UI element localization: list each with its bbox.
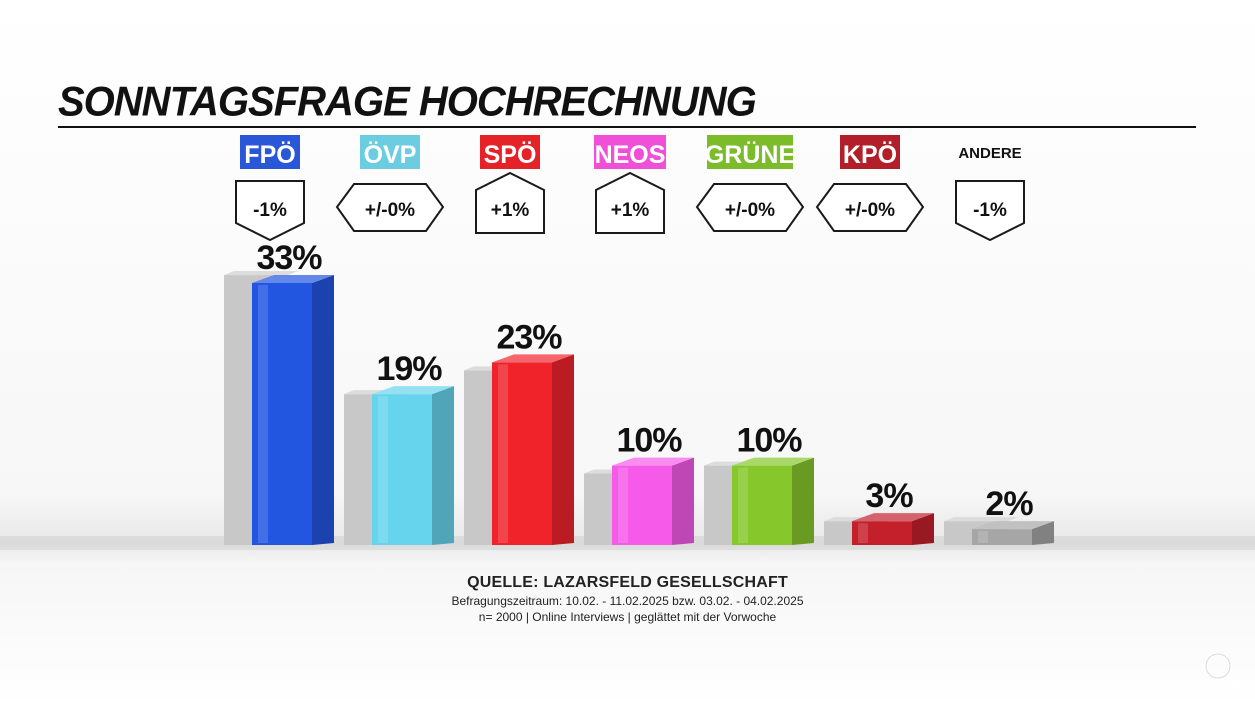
party-label-4: GRÜNE bbox=[705, 140, 795, 169]
search-icon[interactable] bbox=[1202, 650, 1242, 690]
bar-highlight-6 bbox=[978, 531, 988, 543]
bar-highlight-2 bbox=[498, 364, 508, 543]
source-period: Befragungszeitraum: 10.02. - 11.02.2025 … bbox=[451, 594, 804, 608]
party-label-3: NEOS bbox=[595, 141, 666, 169]
value-label-0: 33% bbox=[256, 239, 322, 277]
value-label-4: 10% bbox=[736, 422, 802, 460]
party-label-bg-1 bbox=[360, 135, 420, 169]
party-label-bg-2 bbox=[480, 135, 540, 169]
value-label-3: 10% bbox=[616, 422, 682, 460]
bar-side-5 bbox=[912, 513, 934, 545]
bar-highlight-4 bbox=[738, 467, 748, 543]
source-title: QUELLE: LAZARSFELD GESELLSCHAFT bbox=[467, 574, 788, 591]
party-label-bg-4 bbox=[707, 135, 793, 169]
title-rule bbox=[58, 126, 1196, 128]
source-sample: n= 2000 | Online Interviews | geglättet … bbox=[478, 610, 777, 624]
value-label-6: 2% bbox=[985, 485, 1033, 523]
value-label-2: 23% bbox=[496, 318, 562, 356]
change-label-4: +/-0% bbox=[725, 200, 775, 221]
bar-side-2 bbox=[552, 354, 574, 545]
bar-highlight-5 bbox=[858, 523, 868, 543]
change-label-0: -1% bbox=[253, 200, 287, 221]
change-label-6: -1% bbox=[973, 200, 1007, 221]
change-label-2: +1% bbox=[491, 200, 530, 221]
source-block: QUELLE: LAZARSFELD GESELLSCHAFT Befragun… bbox=[0, 574, 1255, 624]
value-label-1: 19% bbox=[376, 350, 442, 388]
bar-highlight-1 bbox=[378, 396, 388, 543]
chart-title: SONNTAGSFRAGE HOCHRECHNUNG bbox=[58, 78, 757, 126]
change-label-1: +/-0% bbox=[365, 200, 415, 221]
previous-bar-top-6 bbox=[944, 517, 1018, 522]
change-badge-2 bbox=[475, 171, 545, 234]
previous-bar-top-0 bbox=[224, 271, 298, 276]
party-label-1: ÖVP bbox=[364, 140, 417, 169]
bar-top-1 bbox=[372, 386, 454, 395]
party-label-bg-5 bbox=[840, 135, 900, 169]
party-label-2: SPÖ bbox=[484, 140, 537, 169]
change-badge-4 bbox=[695, 183, 805, 232]
bar-top-4 bbox=[732, 457, 814, 466]
change-label-5: +/-0% bbox=[845, 200, 895, 221]
party-label-bg-0 bbox=[240, 135, 300, 169]
party-label-6: ANDERE bbox=[958, 145, 1021, 162]
party-label-0: FPÖ bbox=[244, 140, 295, 169]
bar-side-3 bbox=[672, 457, 694, 545]
party-label-5: KPÖ bbox=[843, 140, 897, 169]
bar-top-0 bbox=[252, 275, 334, 283]
bar-side-1 bbox=[432, 386, 454, 545]
party-label-bg-3 bbox=[594, 135, 666, 169]
bar-side-0 bbox=[312, 275, 334, 545]
change-badge-3 bbox=[595, 171, 665, 234]
bar-highlight-3 bbox=[618, 467, 628, 543]
change-badge-5 bbox=[815, 183, 925, 232]
value-label-5: 3% bbox=[865, 477, 913, 515]
bar-highlight-0 bbox=[258, 285, 268, 543]
bar-top-3 bbox=[612, 457, 694, 466]
bar-top-5 bbox=[852, 513, 934, 522]
change-badge-1 bbox=[335, 183, 445, 232]
change-badge-0 bbox=[235, 180, 305, 242]
change-label-3: +1% bbox=[611, 200, 650, 221]
bar-side-6 bbox=[1032, 521, 1054, 545]
bar-side-4 bbox=[792, 457, 814, 545]
bar-top-6 bbox=[972, 521, 1054, 530]
change-badge-6 bbox=[955, 180, 1025, 242]
bar-top-2 bbox=[492, 354, 574, 363]
